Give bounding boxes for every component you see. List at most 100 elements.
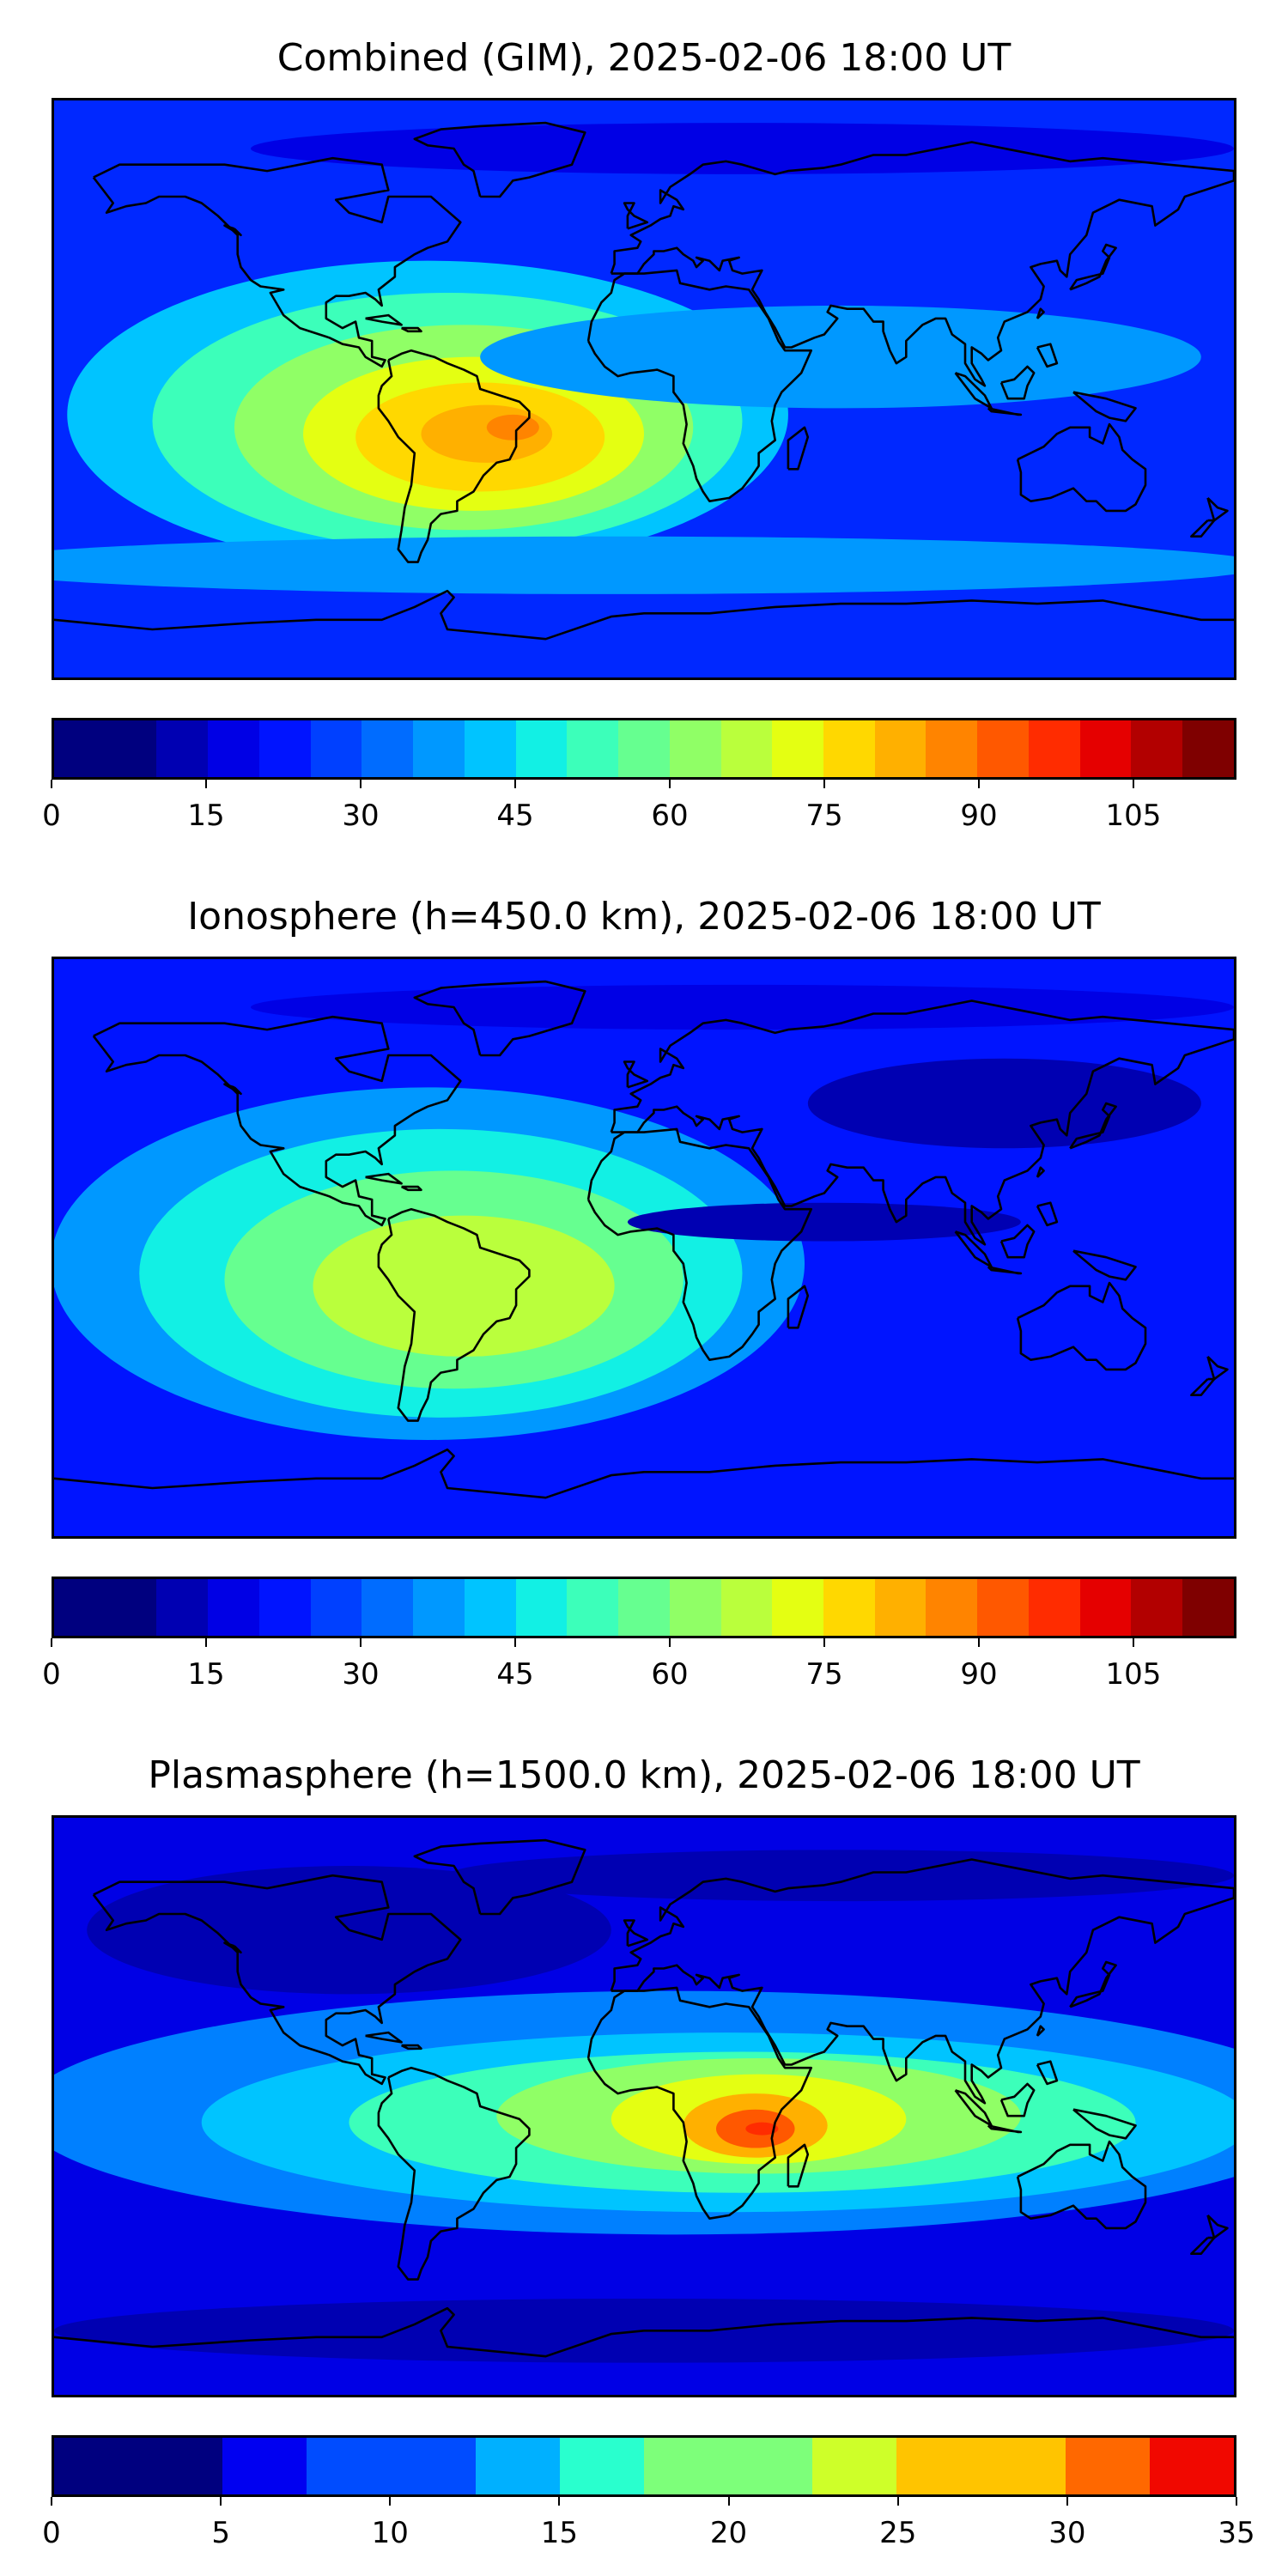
coastline bbox=[1206, 496, 1229, 522]
colorbar bbox=[52, 1577, 1236, 1638]
coastline bbox=[401, 326, 422, 333]
coastline bbox=[999, 2082, 1036, 2117]
colorbar-segment bbox=[618, 1579, 670, 1636]
colorbar-tick-label: 60 bbox=[651, 799, 689, 833]
panel-title: Plasmasphere (h=1500.0 km), 2025-02-06 1… bbox=[148, 1753, 1140, 1797]
colorbar-segment bbox=[728, 2438, 813, 2494]
colorbar-segment bbox=[772, 720, 824, 777]
colorbar-segment bbox=[567, 1579, 619, 1636]
colorbar-tick-label: 25 bbox=[879, 2516, 917, 2550]
colorbar-segment bbox=[1028, 720, 1080, 777]
tec-contour-region bbox=[251, 984, 1234, 1030]
colorbar-segment bbox=[559, 2438, 644, 2494]
colorbar-segment bbox=[977, 1579, 1029, 1636]
colorbar-segment bbox=[874, 720, 927, 777]
colorbar-tick-label: 75 bbox=[805, 799, 843, 833]
colorbar-segment bbox=[156, 1579, 209, 1636]
colorbar-ticks: 0 5 10 15 20 25 30 35 bbox=[42, 2497, 1255, 2550]
coastline bbox=[1016, 1281, 1147, 1371]
coastline bbox=[377, 2066, 531, 2281]
coastline bbox=[377, 349, 531, 563]
coastline bbox=[1072, 2108, 1137, 2140]
coastline bbox=[92, 1015, 462, 1227]
tec-contour-region bbox=[745, 2122, 779, 2136]
colorbar-segment bbox=[874, 1579, 927, 1636]
colorbar-tick-label: 0 bbox=[42, 1657, 61, 1692]
panel-plasmasphere: Plasmasphere (h=1500.0 km), 2025-02-06 1… bbox=[0, 1717, 1288, 2576]
colorbar-segment bbox=[1079, 1579, 1132, 1636]
colorbar-segment bbox=[310, 720, 362, 777]
coastline bbox=[1069, 243, 1117, 291]
coastline bbox=[413, 121, 586, 198]
colorbar bbox=[52, 2435, 1236, 2497]
coastline bbox=[623, 1060, 649, 1089]
colorbar-tick-label: 45 bbox=[496, 799, 534, 833]
colorbar-segment bbox=[567, 720, 619, 777]
coastline bbox=[377, 1207, 531, 1422]
colorbar-segment bbox=[54, 1579, 106, 1636]
colorbar-segment bbox=[258, 1579, 311, 1636]
coastline bbox=[1036, 343, 1059, 368]
coastline bbox=[1016, 2140, 1147, 2230]
colorbar-segment bbox=[138, 2438, 223, 2494]
colorbar-segment bbox=[54, 720, 106, 777]
coastline bbox=[987, 1266, 1023, 1275]
panel-ionosphere: Ionosphere (h=450.0 km), 2025-02-06 18:0… bbox=[0, 859, 1288, 1717]
colorbar-tick-label: 90 bbox=[960, 799, 998, 833]
coastline bbox=[92, 156, 462, 368]
coastline bbox=[1036, 2025, 1045, 2037]
coastline bbox=[54, 1448, 1234, 1499]
coastline bbox=[787, 426, 810, 471]
coastline bbox=[954, 2089, 993, 2127]
coastline bbox=[1190, 519, 1216, 538]
colorbar-segment bbox=[720, 720, 773, 777]
colorbar-segment bbox=[823, 720, 875, 777]
coastline bbox=[413, 980, 586, 1057]
coastline bbox=[54, 589, 1234, 641]
colorbar-segment bbox=[361, 1579, 414, 1636]
tec-contour-region bbox=[627, 1202, 1021, 1242]
colorbar-segment bbox=[475, 2438, 560, 2494]
colorbar-segment bbox=[1182, 1579, 1234, 1636]
tec-contour-region bbox=[486, 414, 539, 440]
colorbar-tick-label: 60 bbox=[651, 1657, 689, 1692]
colorbar-tick-label: 105 bbox=[1105, 1657, 1162, 1692]
colorbar-segment bbox=[464, 720, 516, 777]
colorbar-segment bbox=[669, 720, 721, 777]
coastline bbox=[954, 1230, 993, 1268]
coastline bbox=[1036, 2060, 1059, 2086]
coastline bbox=[1206, 1355, 1229, 1381]
colorbar-segment bbox=[208, 720, 259, 777]
colorbar-segment bbox=[643, 2438, 729, 2494]
colorbar-segment bbox=[812, 2438, 897, 2494]
colorbar-segment bbox=[981, 2438, 1066, 2494]
colorbar-segment bbox=[618, 720, 670, 777]
coastline bbox=[610, 999, 1234, 1246]
coastline bbox=[987, 2124, 1023, 2134]
tec-contour-region bbox=[480, 305, 1201, 409]
colorbar-segment bbox=[669, 1579, 721, 1636]
colorbar-tick-label: 90 bbox=[960, 1657, 998, 1692]
colorbar-segment bbox=[156, 720, 209, 777]
tec-map-plasmasphere bbox=[52, 1815, 1236, 2397]
colorbar-tick-label: 5 bbox=[211, 2516, 230, 2550]
coastline bbox=[1069, 1960, 1117, 2008]
tec-contour-region bbox=[807, 1058, 1201, 1149]
colorbar-ticks: 0 15 30 45 60 75 90 105 bbox=[42, 1638, 1236, 1692]
colorbar-segment bbox=[1131, 720, 1183, 777]
colorbar-segment bbox=[1149, 2438, 1234, 2494]
colorbar-segment bbox=[1182, 720, 1234, 777]
colorbar-tick-label: 35 bbox=[1218, 2516, 1255, 2550]
colorbar-segment bbox=[515, 1579, 568, 1636]
colorbar-tick-label: 15 bbox=[187, 799, 225, 833]
colorbar-segment bbox=[413, 1579, 465, 1636]
colorbar-segment bbox=[307, 2438, 392, 2494]
coastline bbox=[1036, 1166, 1045, 1178]
coastline bbox=[401, 1185, 422, 1192]
colorbar-segment bbox=[515, 720, 568, 777]
colorbar-tick-label: 15 bbox=[540, 2516, 579, 2550]
colorbar-segment bbox=[1131, 1579, 1183, 1636]
coastline bbox=[610, 141, 1234, 387]
coastline bbox=[623, 202, 649, 230]
colorbar-segment bbox=[464, 1579, 516, 1636]
